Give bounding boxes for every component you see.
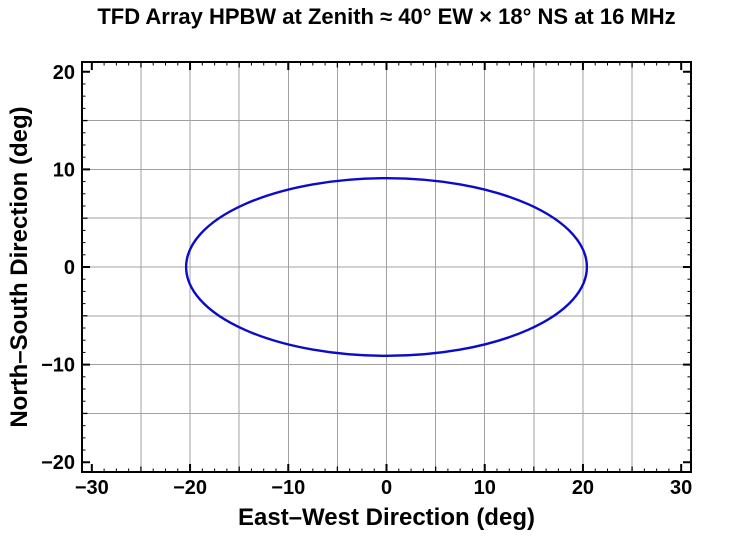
y-tick-label: 20: [53, 62, 75, 84]
x-tick-label: −10: [271, 477, 305, 499]
y-tick-label: 10: [53, 159, 75, 181]
x-tick-label: −20: [173, 477, 207, 499]
y-tick-label: −10: [41, 355, 75, 377]
hpbw-ellipse: [184, 176, 589, 358]
x-tick-label: 10: [474, 477, 496, 499]
x-tick-label: 0: [381, 477, 392, 499]
chart-title: TFD Array HPBW at Zenith ≈ 40° EW × 18° …: [97, 4, 676, 29]
y-tick-label: 0: [64, 257, 75, 279]
y-tick-label: −20: [41, 452, 75, 474]
x-tick-label: −30: [75, 477, 109, 499]
x-axis-title: East–West Direction (deg): [238, 504, 535, 531]
x-tick-label: 20: [572, 477, 594, 499]
x-tick-label: 30: [670, 477, 692, 499]
